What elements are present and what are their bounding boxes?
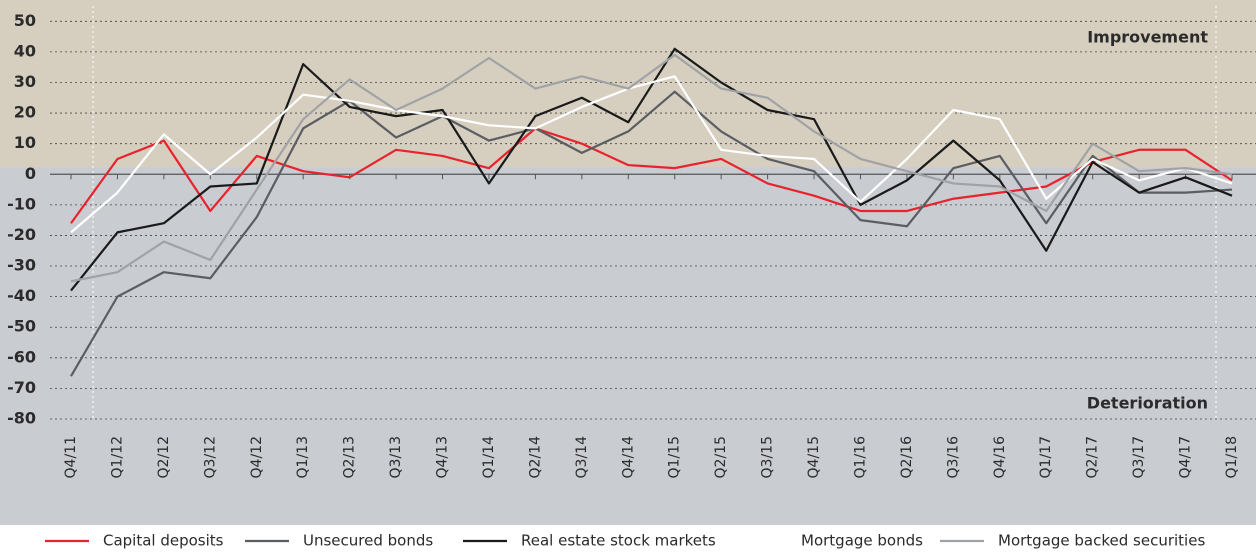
x-tick-label: Q4/17 [1178, 436, 1194, 478]
y-tick-label: -30 [7, 256, 36, 275]
x-tick-label: Q1/12 [109, 436, 125, 478]
x-tick-label: Q4/13 [435, 436, 451, 478]
y-tick-label: -10 [7, 194, 36, 213]
legend-label: Real estate stock markets [521, 532, 716, 550]
x-tick-label: Q2/14 [527, 436, 543, 479]
x-tick-label: Q3/15 [760, 436, 776, 478]
x-tick-label: Q1/18 [1224, 436, 1240, 478]
legend-label: Capital deposits [103, 532, 224, 550]
x-tick-label: Q4/16 [992, 436, 1008, 479]
y-tick-label: -20 [7, 225, 36, 244]
legend-label: Unsecured bonds [303, 532, 433, 550]
x-tick-label: Q2/16 [899, 436, 915, 479]
y-tick-label: 30 [14, 72, 36, 91]
grid [50, 20, 1256, 420]
y-tick-label: -40 [7, 286, 36, 305]
x-tick-label: Q2/17 [1085, 436, 1101, 478]
x-tick-label: Q3/13 [388, 436, 404, 478]
y-tick-label: -80 [7, 409, 36, 428]
x-tick-label: Q2/15 [713, 436, 729, 478]
y-tick-label: 10 [14, 133, 36, 152]
annotation: Deterioration [1087, 394, 1208, 413]
annotation: Improvement [1087, 28, 1208, 47]
legend-label: Mortgage bonds [801, 532, 923, 550]
x-tick-label: Q4/12 [249, 436, 265, 478]
y-tick-label: -70 [7, 378, 36, 397]
y-tick-label: 50 [14, 11, 36, 30]
x-tick-label: Q4/14 [620, 436, 636, 479]
series-line [70, 90, 1233, 377]
series-line [70, 47, 1233, 292]
x-tick-label: Q1/17 [1038, 436, 1054, 478]
x-tick-label: Q1/14 [481, 436, 497, 479]
upper-background [0, 0, 1256, 168]
x-tick-label: Q1/13 [295, 436, 311, 478]
x-tick-label: Q3/14 [574, 436, 590, 479]
x-tick-label: Q1/15 [667, 436, 683, 478]
x-tick-label: Q1/16 [852, 436, 868, 479]
x-tick-label: Q4/11 [63, 436, 79, 478]
series-line [70, 53, 1233, 283]
y-tick-label: -60 [7, 347, 36, 366]
legend-label: Mortgage backed securities [998, 532, 1205, 550]
x-tick-label: Q2/13 [342, 436, 358, 478]
y-tick-label: -50 [7, 317, 36, 336]
series-line [70, 75, 1233, 234]
y-tick-label: 20 [14, 103, 36, 122]
x-tick-label: Q2/12 [156, 436, 172, 478]
y-tick-label: 40 [14, 41, 36, 60]
y-tick-label: 0 [25, 164, 36, 183]
x-tick-label: Q3/16 [945, 436, 961, 479]
x-tick-label: Q3/12 [202, 436, 218, 478]
x-tick-label: Q4/15 [806, 436, 822, 478]
x-tick-label: Q3/17 [1131, 436, 1147, 478]
